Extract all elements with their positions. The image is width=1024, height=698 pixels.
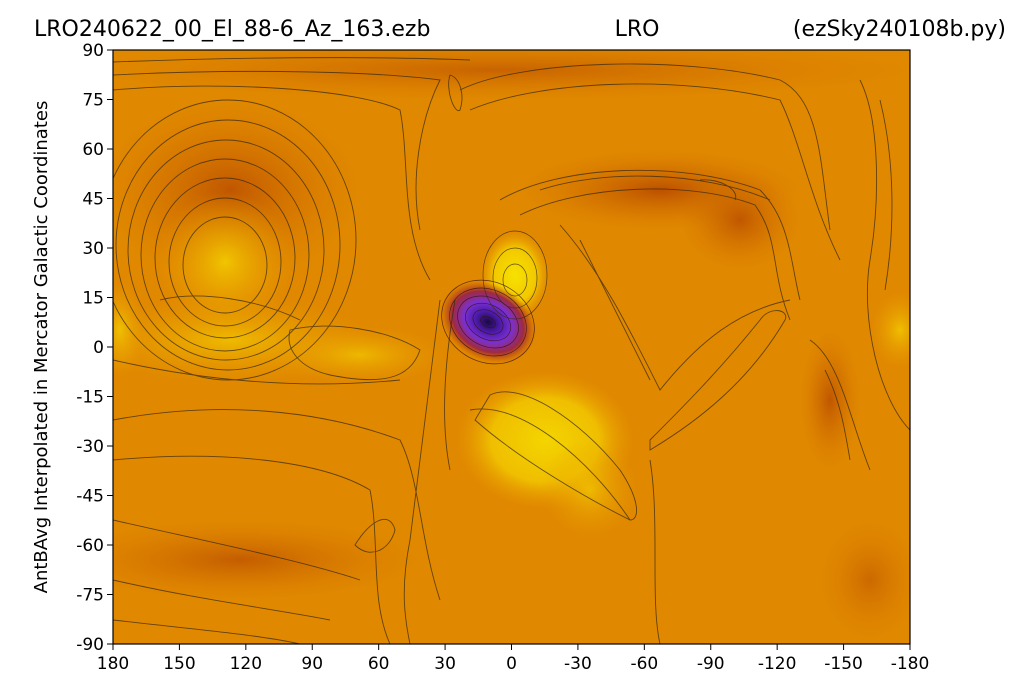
x-tick-label: 180 [97, 654, 129, 674]
dark-region-bottom-left [113, 520, 420, 600]
x-tick-label: -150 [824, 654, 863, 674]
y-tick-label: 90 [82, 41, 104, 61]
y-tick-label: 75 [82, 91, 104, 111]
y-axis-ticks: 90 75 60 45 30 15 0 -15 -30 -45 -60 -75 -90 [76, 41, 113, 655]
y-tick-label: 30 [82, 239, 104, 259]
y-tick-label: 15 [82, 289, 104, 309]
y-tick-label: -30 [76, 437, 104, 457]
maximum-contours [482, 230, 548, 320]
y-tick-label: 0 [93, 338, 104, 358]
x-tick-label: -120 [758, 654, 797, 674]
x-tick-label: -90 [697, 654, 725, 674]
high-region-lower [540, 440, 640, 540]
minimum-contours [441, 279, 535, 365]
y-tick-label: -90 [76, 635, 104, 655]
x-tick-label: 90 [301, 654, 323, 674]
y-tick-label: -45 [76, 487, 104, 507]
contour-lines [113, 57, 910, 644]
y-tick-label: 60 [82, 140, 104, 160]
chart-title-left: LRO240622_00_El_88-6_Az_163.ezb [34, 17, 430, 42]
high-edge-right [870, 290, 910, 370]
x-tick-label: -30 [564, 654, 592, 674]
chart-title-right: (ezSky240108b.py) [793, 17, 1006, 42]
y-tick-label: 45 [82, 190, 104, 210]
high-band-mid [270, 325, 450, 385]
x-tick-label: 0 [506, 654, 517, 674]
y-tick-label: -60 [76, 536, 104, 556]
x-tick-label: 30 [434, 654, 456, 674]
dark-region-top [113, 50, 910, 100]
x-tick-label: -60 [630, 654, 658, 674]
dark-region-right [800, 330, 860, 470]
x-axis-ticks: 180 150 120 90 60 30 0 -30 -60 -90 -120 -150 -180 [97, 644, 930, 674]
y-tick-label: -15 [76, 388, 104, 408]
high-edge-left [113, 280, 145, 380]
x-tick-label: 120 [230, 654, 262, 674]
x-tick-label: 150 [163, 654, 195, 674]
y-tick-label: -75 [76, 586, 104, 606]
chart-title-center: LRO [615, 17, 660, 42]
x-tick-label: 60 [368, 654, 390, 674]
dark-region-arc-right [680, 170, 800, 270]
heatmap-plot [113, 50, 910, 644]
x-tick-label: -180 [891, 654, 930, 674]
dark-region-bottom-right [820, 520, 910, 640]
y-axis-label: AntBAvg Interpolated in Mercator Galacti… [31, 101, 52, 594]
